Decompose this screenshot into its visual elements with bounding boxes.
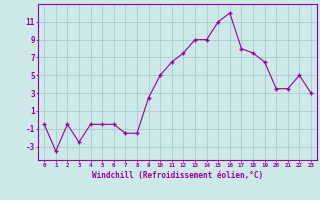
X-axis label: Windchill (Refroidissement éolien,°C): Windchill (Refroidissement éolien,°C) (92, 171, 263, 180)
